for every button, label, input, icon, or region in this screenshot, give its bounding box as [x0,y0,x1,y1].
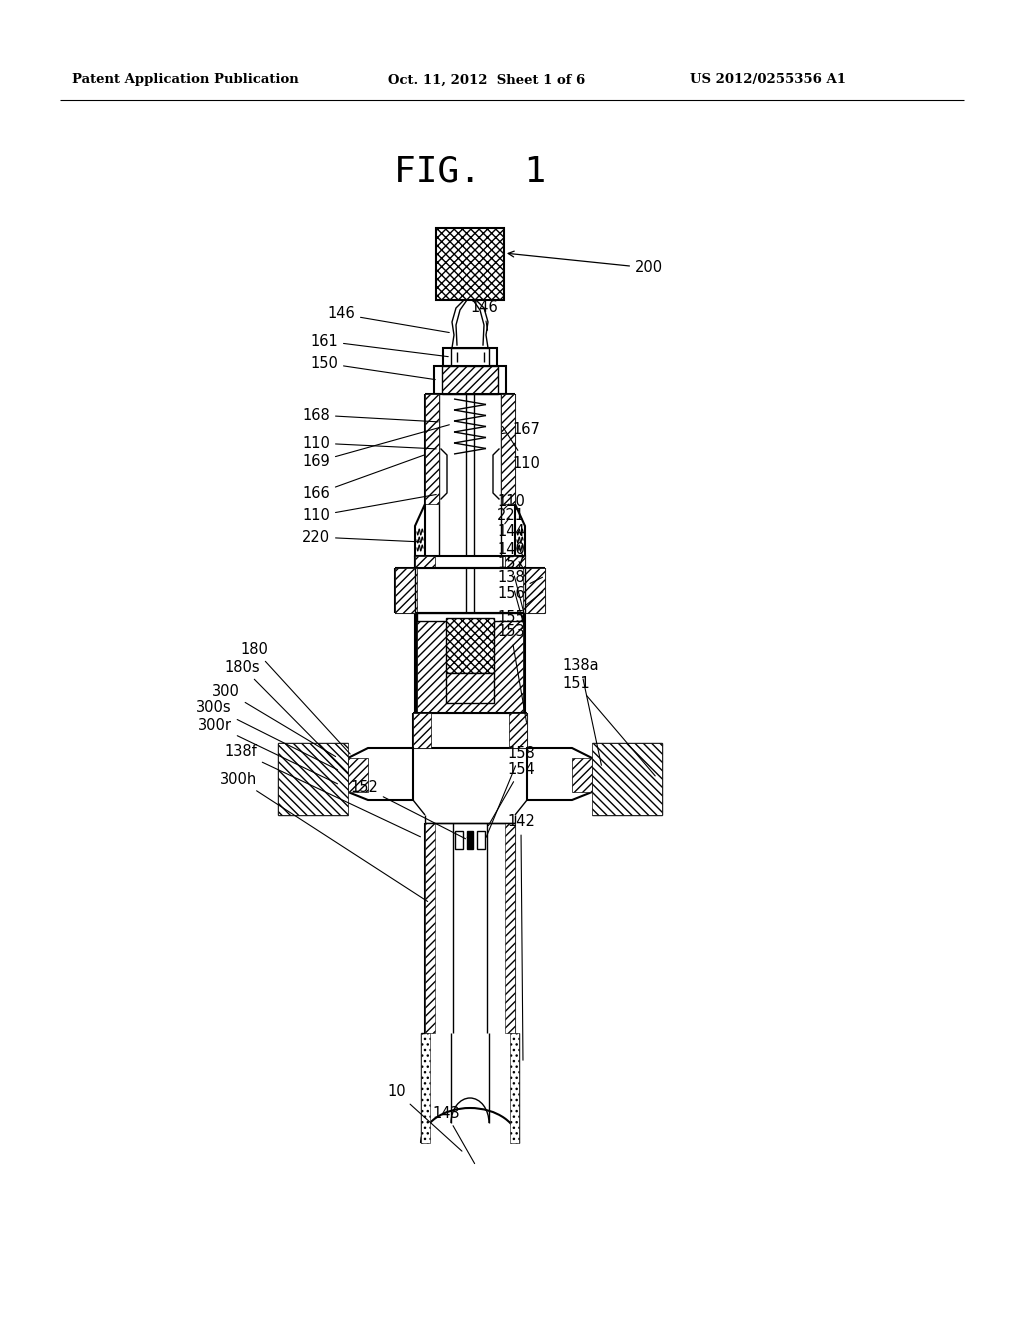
Bar [434,366,506,393]
Text: 169: 169 [302,425,450,470]
Bar [505,556,525,568]
Bar [446,673,494,704]
Text: 300: 300 [212,684,336,756]
Bar [455,832,463,849]
Polygon shape [527,748,592,800]
Text: 158: 158 [486,746,535,837]
Bar [415,556,525,568]
Bar [421,1034,430,1143]
Text: 153: 153 [497,624,526,722]
Text: 146: 146 [470,301,498,330]
Bar [415,556,435,568]
Text: US 2012/0255356 A1: US 2012/0255356 A1 [690,74,846,87]
Text: 300s: 300s [197,701,338,770]
Bar [417,612,523,713]
Bar [592,743,662,814]
Text: Patent Application Publication: Patent Application Publication [72,74,299,87]
Text: 110: 110 [497,495,525,510]
Text: 152: 152 [350,780,466,838]
Text: 110: 110 [302,495,436,524]
Bar [348,758,368,792]
Bar [442,366,498,393]
Text: 151: 151 [562,676,655,776]
Text: 154: 154 [488,762,535,825]
Bar [505,822,515,1034]
Text: 144: 144 [497,524,524,557]
Text: 168: 168 [302,408,438,422]
Bar [451,348,489,366]
Text: 180: 180 [240,642,350,754]
Bar [278,743,348,814]
Bar [510,1034,519,1143]
Text: 300h: 300h [220,771,428,902]
Bar [417,612,523,620]
Text: 110: 110 [302,436,436,450]
Text: 220: 220 [302,529,420,544]
Text: 146: 146 [328,306,450,333]
Polygon shape [348,748,413,800]
Bar [395,568,417,612]
Polygon shape [415,504,425,556]
Text: 138f: 138f [224,744,421,837]
Bar [413,713,431,748]
Text: 167: 167 [502,422,540,437]
Bar [425,822,435,1034]
Text: 110: 110 [503,426,540,470]
Bar [443,348,497,366]
Bar [417,612,523,713]
Bar [509,713,527,748]
Text: 143: 143 [432,1106,475,1164]
Bar [572,758,592,792]
Bar [477,832,485,849]
Text: 138: 138 [497,570,524,626]
Text: 300r: 300r [198,718,338,784]
Text: FIG.  1: FIG. 1 [394,154,546,189]
Bar [425,393,439,504]
Text: 221: 221 [497,508,525,524]
Text: Oct. 11, 2012  Sheet 1 of 6: Oct. 11, 2012 Sheet 1 of 6 [388,74,586,87]
Bar [467,832,473,849]
Text: 157: 157 [497,556,525,614]
Bar [446,618,494,673]
Text: 150: 150 [310,355,435,380]
Bar [436,228,504,300]
Text: 155: 155 [497,591,543,624]
Text: 200: 200 [508,251,664,276]
Text: 180s: 180s [224,660,348,774]
Text: 156: 156 [497,577,543,601]
Bar [501,393,515,504]
Bar [523,568,545,612]
Text: 161: 161 [310,334,449,356]
Text: 138a: 138a [562,659,601,766]
Polygon shape [515,504,525,556]
Text: 140: 140 [497,541,525,569]
Text: 166: 166 [302,455,424,502]
Text: 142: 142 [507,814,535,1060]
Text: 10: 10 [387,1085,462,1151]
